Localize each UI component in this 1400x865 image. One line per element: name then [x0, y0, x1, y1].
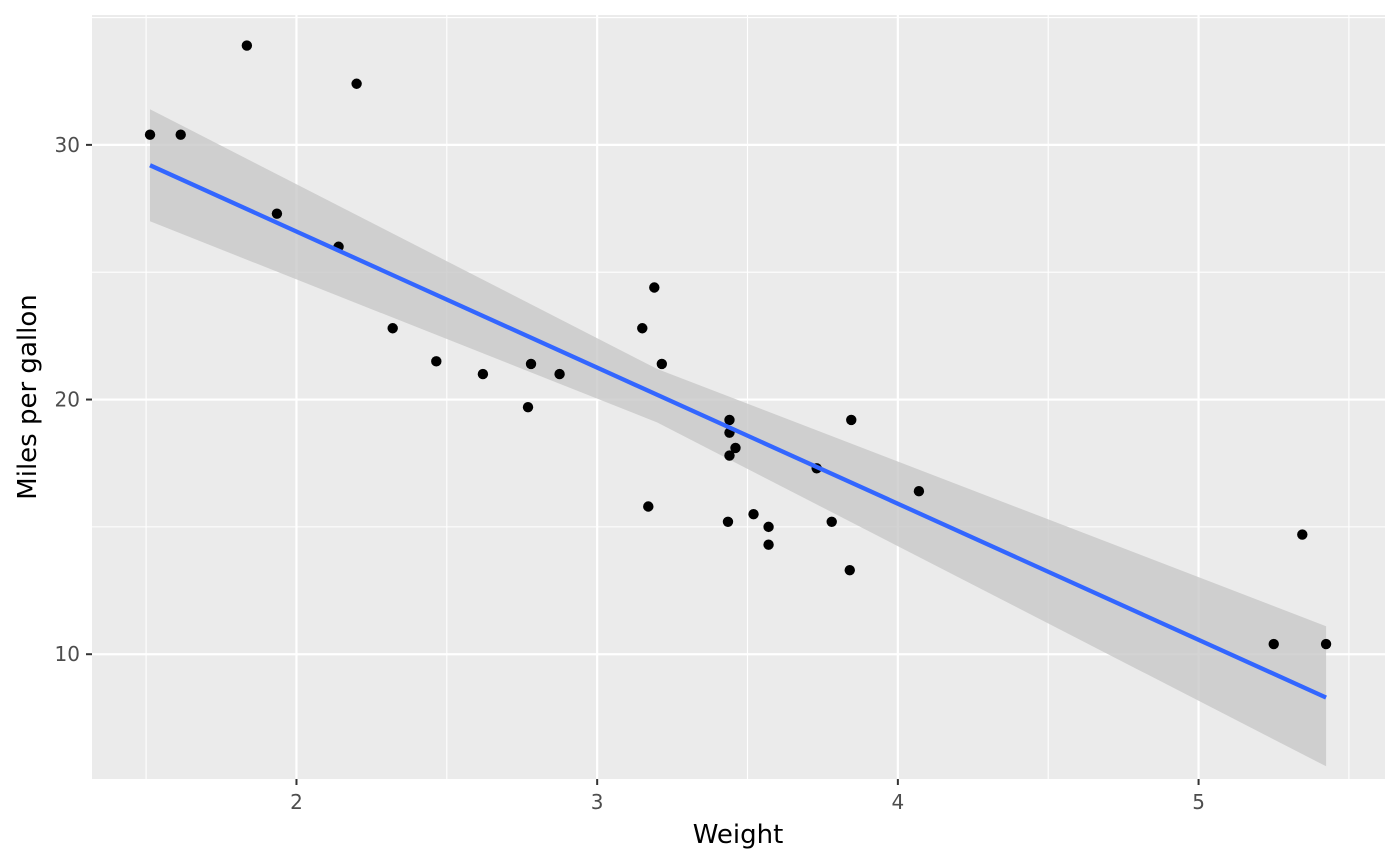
data-point [637, 323, 648, 334]
data-points [144, 40, 1332, 650]
y-tick-label: 20 [55, 388, 80, 412]
data-point [722, 516, 734, 527]
x-axis-title: Weight [693, 820, 784, 850]
data-point [724, 414, 735, 426]
data-point [387, 323, 398, 334]
y-tick-label: 30 [55, 133, 80, 157]
data-point [477, 368, 489, 380]
data-point [1320, 638, 1332, 650]
data-point [1297, 529, 1308, 540]
x-tick-label: 5 [1192, 790, 1205, 814]
data-point [522, 401, 534, 413]
x-tick-label: 2 [290, 790, 303, 814]
data-point [913, 486, 925, 497]
data-point [730, 442, 741, 454]
x-tick-label: 4 [892, 790, 905, 814]
data-point [554, 368, 565, 380]
regression-line [149, 163, 1327, 700]
data-point [826, 516, 837, 527]
data-point [144, 129, 156, 140]
y-axis-title: Miles per gallon [13, 294, 43, 499]
data-point [431, 356, 442, 367]
data-point [748, 508, 759, 520]
data-point [649, 282, 660, 293]
data-point [844, 564, 855, 576]
data-point [175, 129, 186, 140]
data-point [525, 358, 537, 370]
x-axis-ticks: 2 3 4 5 [290, 779, 1205, 814]
x-tick-label: 3 [591, 790, 604, 814]
data-point [351, 78, 362, 89]
data-point [763, 521, 774, 533]
data-point [1268, 638, 1279, 650]
confidence-ribbon [150, 109, 1327, 767]
data-point [763, 539, 774, 550]
data-point [241, 40, 253, 51]
y-tick-label: 10 [55, 642, 80, 666]
data-point [846, 414, 857, 426]
data-point [271, 208, 283, 219]
y-axis-ticks: 10 20 30 [55, 133, 92, 666]
minor-gridlines [92, 15, 1385, 779]
data-point [724, 450, 735, 461]
data-point [643, 501, 654, 512]
data-point [656, 358, 668, 370]
